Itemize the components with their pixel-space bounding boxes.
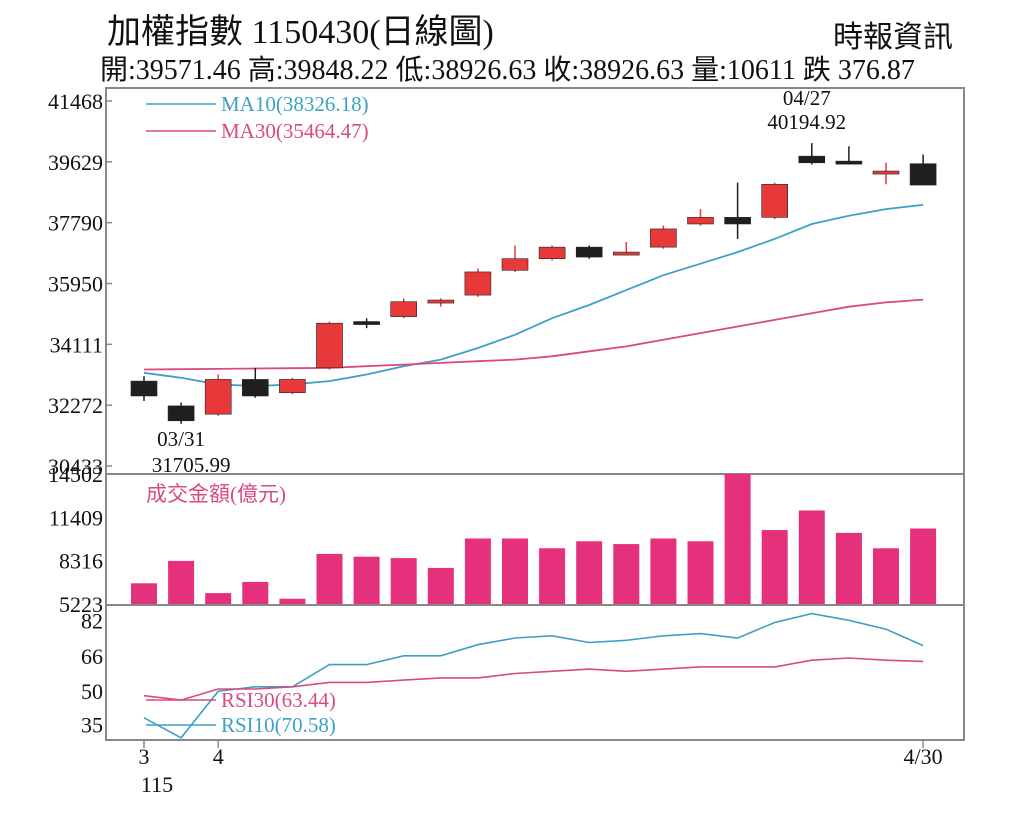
candle-body — [575, 246, 603, 258]
candle-body — [538, 246, 566, 260]
rsi30-legend-label: RSI30(63.44) — [221, 688, 336, 712]
volume-bar — [464, 538, 491, 604]
candle-body — [316, 322, 343, 369]
candle-body — [724, 217, 751, 225]
volume-y-tick-label: 5223 — [59, 592, 103, 617]
candle-body — [427, 299, 455, 304]
candle-body — [798, 155, 826, 164]
candle-body — [501, 258, 529, 271]
volume-title: 成交金額(億元) — [146, 482, 286, 506]
price-y-tick-label: 34111 — [50, 332, 103, 357]
price-y-tick-label: 35950 — [48, 272, 103, 297]
volume-bar — [650, 538, 677, 604]
rsi30-line — [143, 657, 924, 701]
volume-bar — [427, 567, 454, 604]
ma10-legend-label: MA10(38326.18) — [221, 92, 369, 116]
peak-value-label: 40194.92 — [767, 110, 846, 134]
candle-body — [835, 160, 863, 165]
volume-bar — [798, 510, 825, 604]
volume-bar — [873, 548, 899, 604]
rsi10-line — [143, 612, 924, 739]
rsi10-legend-label: RSI10(70.58) — [221, 713, 336, 737]
volume-bar — [613, 544, 640, 604]
peak-date-label: 04/27 — [783, 86, 831, 110]
candle-body — [167, 405, 195, 422]
x-tick-label: 3 — [139, 744, 150, 769]
low-date-label: 03/31 — [157, 427, 205, 451]
volume-y-tick-label: 14502 — [48, 462, 103, 487]
volume-bar — [835, 532, 862, 604]
volume-bar — [910, 528, 937, 604]
price-y-tick-label: 32272 — [48, 393, 103, 418]
x-tick-label: 4/30 — [904, 744, 943, 769]
volume-bar — [205, 593, 232, 604]
volume-bar — [724, 474, 751, 604]
candle-body — [390, 301, 418, 317]
source-label: 時報資訊 — [833, 21, 953, 54]
candle-body — [909, 163, 937, 186]
volume-bar — [761, 530, 788, 604]
volume-bar — [168, 560, 195, 604]
rsi-y-tick-label: 82 — [81, 608, 103, 633]
candle-body — [612, 251, 640, 256]
volume-bar — [316, 553, 343, 604]
page-title: 加權指數 1150430(日線圖) — [107, 14, 494, 51]
volume-bar — [131, 583, 157, 604]
volume-bar — [353, 556, 380, 604]
volume-bar — [687, 541, 714, 604]
candle-body — [204, 379, 232, 415]
volume-bar — [539, 548, 566, 604]
candle-body — [872, 170, 900, 175]
rsi-y-tick-label: 66 — [81, 644, 103, 669]
price-y-tick-label: 39629 — [48, 150, 103, 175]
volume-y-tick-label: 11409 — [49, 505, 103, 530]
rsi-y-tick-label: 35 — [81, 712, 103, 737]
ma30-legend-label: MA30(35464.47) — [221, 119, 369, 143]
volume-bar — [502, 538, 528, 604]
x-year-label: 115 — [141, 772, 173, 797]
volume-bar — [390, 558, 417, 604]
low-value-label: 31705.99 — [152, 453, 231, 477]
candle-body — [650, 228, 677, 248]
volume-bar — [576, 541, 603, 604]
x-tick-label: 4 — [213, 744, 224, 769]
rsi-y-tick-label: 50 — [81, 679, 103, 704]
candle-body — [353, 321, 380, 325]
stats-line: 開:39571.46 高:39848.22 低:38926.63 收:38926… — [100, 55, 915, 86]
ma10-line — [143, 204, 924, 388]
ma30-line — [143, 298, 924, 371]
candle-body — [130, 380, 158, 397]
candle-body — [242, 379, 269, 397]
volume-bar — [279, 598, 306, 604]
price-y-tick-label: 37790 — [48, 211, 103, 236]
volume-bar — [242, 581, 269, 604]
candle-body — [464, 271, 492, 296]
volume-y-tick-label: 8316 — [59, 549, 103, 574]
chart-frame — [105, 87, 965, 741]
candle-body — [761, 183, 789, 218]
price-y-tick-label: 41468 — [48, 89, 103, 114]
candle-body — [279, 379, 306, 393]
candle-body — [687, 217, 714, 225]
price-y-tick-label: 30433 — [48, 454, 103, 479]
